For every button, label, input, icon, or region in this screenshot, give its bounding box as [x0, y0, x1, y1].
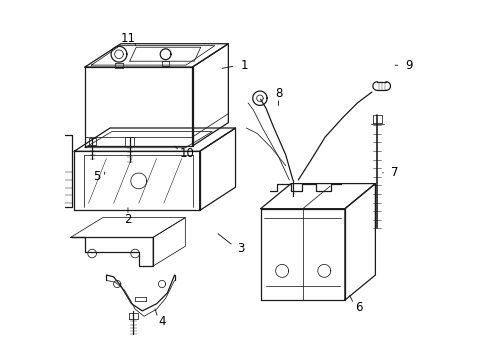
Text: 3: 3	[237, 242, 244, 255]
Text: 10: 10	[179, 147, 194, 159]
Text: 2: 2	[124, 213, 131, 226]
Text: 8: 8	[274, 87, 282, 100]
Text: 4: 4	[158, 315, 165, 328]
Text: 5: 5	[93, 170, 100, 183]
Text: 9: 9	[405, 59, 412, 72]
Text: 11: 11	[120, 32, 135, 45]
Text: 6: 6	[355, 301, 362, 314]
Text: 7: 7	[390, 166, 398, 179]
Text: 1: 1	[240, 59, 248, 72]
